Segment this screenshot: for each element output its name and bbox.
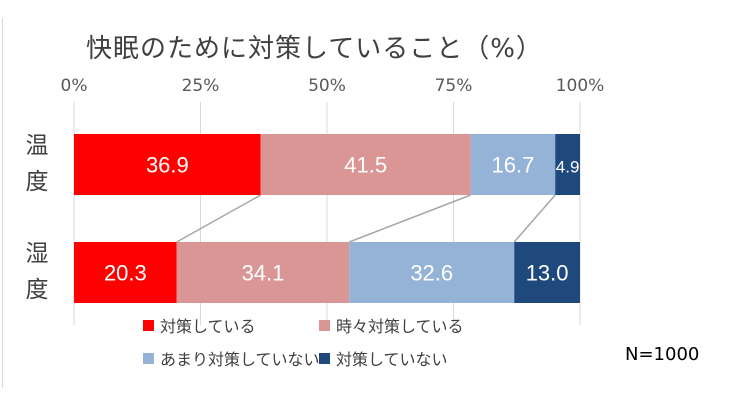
- data-label-0-3: 4.9: [556, 158, 580, 177]
- bar-1-0: [74, 242, 177, 303]
- chart-title: 快眠のために対策していること（%）: [86, 34, 543, 64]
- x-tick-label-0: 0%: [60, 76, 88, 96]
- category-label-1: 湿 度: [22, 236, 52, 308]
- bar-0-1: [260, 134, 471, 195]
- category-label-0: 温 度: [22, 128, 52, 200]
- legend-swatch-0: [143, 319, 154, 331]
- sample-size-note: N=1000: [625, 344, 700, 365]
- legend-item-0: 対策している: [143, 313, 256, 337]
- legend-item-1: 時々対策している: [319, 313, 464, 337]
- series-connector-1: [176, 194, 262, 243]
- bar-1-3: [514, 242, 580, 303]
- series-connector-2: [348, 194, 471, 243]
- data-label-1-0: 20.3: [104, 261, 147, 286]
- data-label-1-2: 32.6: [410, 261, 453, 286]
- category-label-0-char-1: 度: [25, 169, 49, 195]
- legend-label-3: 対策していない: [336, 350, 448, 369]
- category-label-0-char-0: 温: [25, 133, 49, 159]
- legend-label-2: あまり対策していない: [160, 350, 320, 369]
- data-label-0-2: 16.7: [492, 153, 535, 178]
- bar-0-3: [555, 134, 580, 195]
- legend-swatch-1: [319, 319, 330, 331]
- data-labels: 36.9 41.5 16.7 4.9 20.3 34.1 32.6 13.0: [104, 153, 579, 286]
- series-connectors: [176, 194, 556, 243]
- data-label-1-1: 34.1: [242, 261, 285, 286]
- data-label-1-3: 13.0: [526, 261, 569, 286]
- data-label-0-0: 36.9: [146, 153, 189, 178]
- legend-swatch-3: [319, 352, 330, 364]
- bar-1-1: [176, 242, 350, 303]
- bars: [74, 134, 580, 303]
- x-tick-label-4: 100%: [555, 76, 605, 96]
- bar-1-2: [349, 242, 515, 303]
- legend-label-0: 対策している: [160, 317, 256, 336]
- bar-0-2: [470, 134, 556, 195]
- legend-item-3: 対策していない: [319, 346, 448, 370]
- bar-0-0: [74, 134, 261, 195]
- data-label-0-1: 41.5: [344, 153, 387, 178]
- category-label-1-char-0: 湿: [25, 241, 49, 267]
- frame-left-rule: [2, 18, 3, 388]
- x-tick-label-3: 75%: [434, 76, 473, 96]
- legend-item-2: あまり対策していない: [143, 346, 320, 370]
- legend-label-1: 時々対策している: [336, 317, 464, 336]
- x-tick-label-1: 25%: [181, 76, 220, 96]
- legend-swatch-2: [143, 352, 154, 364]
- category-label-1-char-1: 度: [25, 277, 49, 303]
- x-tick-label-2: 50%: [308, 76, 346, 96]
- series-connector-3: [513, 194, 556, 243]
